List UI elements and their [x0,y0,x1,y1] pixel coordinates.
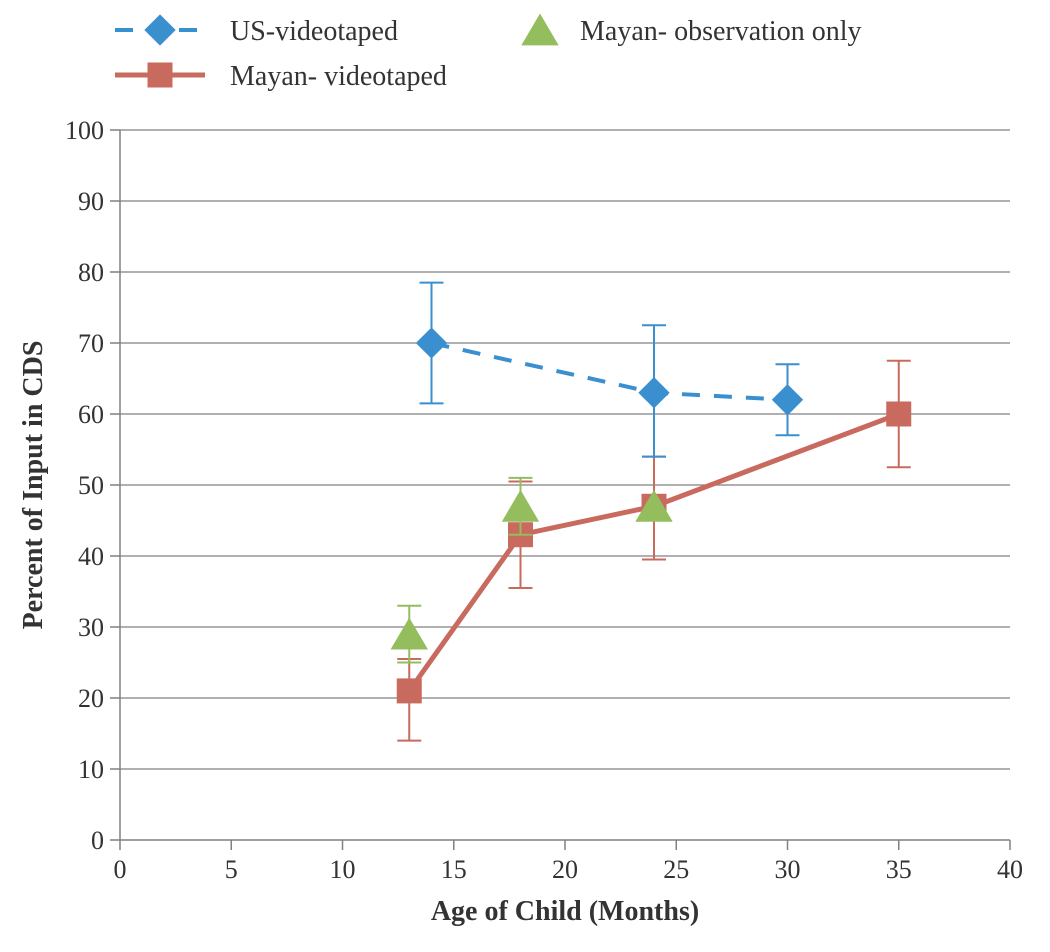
x-tick-label: 20 [552,855,578,884]
y-tick-label: 30 [78,613,104,642]
x-tick-label: 25 [663,855,689,884]
x-tick-label: 5 [225,855,238,884]
legend-label: Mayan- observation only [580,16,862,47]
y-tick-label: 0 [91,826,104,855]
legend-entry-us_vid: US-videotaped [115,14,398,47]
x-tick-label: 10 [330,855,356,884]
y-tick-label: 80 [78,258,104,287]
chart-container: 0 5 10 15 20 25 30 35 40 0 10 20 30 40 50 60 70 80 90 100 Ag… [0,0,1050,952]
x-tick-label: 40 [997,855,1023,884]
y-tick-label: 70 [78,329,104,358]
x-axis-title: Age of Child (Months) [431,896,699,927]
y-tick-label: 100 [65,116,104,145]
y-tick-label: 10 [78,755,104,784]
legend-label: US-videotaped [230,16,398,47]
y-axis-title: Percent of Input in CDS [18,341,49,630]
y-tick-label: 40 [78,542,104,571]
y-tick-label: 90 [78,187,104,216]
x-tick-label: 0 [114,855,127,884]
legend-label: Mayan- videotaped [230,61,447,92]
legend-entry-mayan_vid: Mayan- videotaped [115,61,447,92]
y-tick-label: 60 [78,400,104,429]
y-tick-label: 50 [78,471,104,500]
x-tick-label: 30 [775,855,801,884]
x-tick-label: 15 [441,855,467,884]
y-tick-label: 20 [78,684,104,713]
chart-svg: 0 5 10 15 20 25 30 35 40 0 10 20 30 40 50 60 70 80 90 100 Ag… [0,0,1050,952]
x-tick-label: 35 [886,855,912,884]
